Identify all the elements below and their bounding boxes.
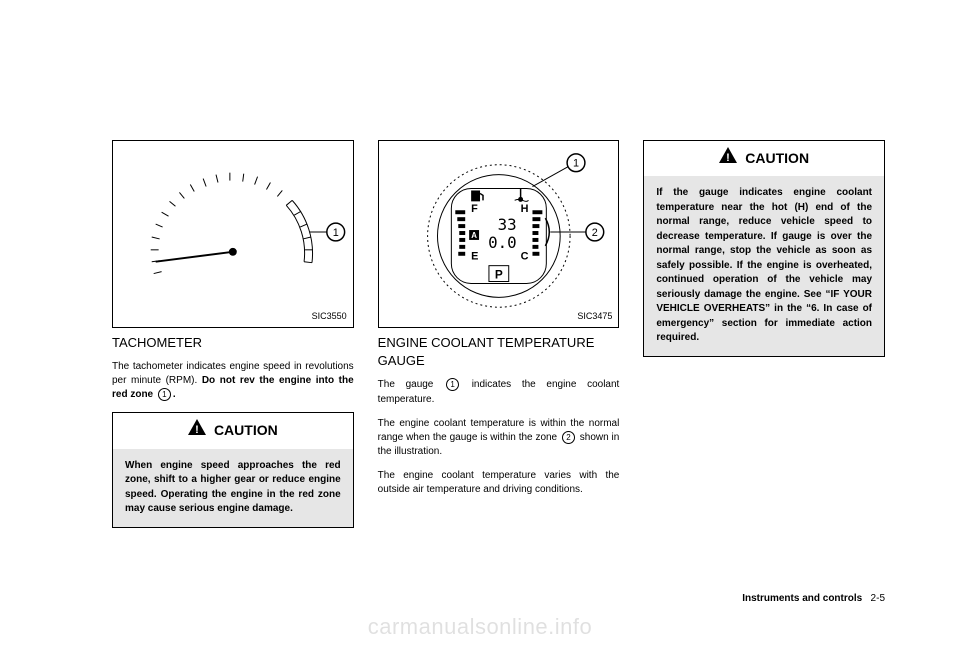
label-H: H xyxy=(520,203,528,215)
digits-top: 33 xyxy=(497,215,516,234)
label-F: F xyxy=(471,203,478,215)
column-2: F H E C A 33 0.0 P 1 xyxy=(378,140,620,528)
footer-section: Instruments and controls xyxy=(742,593,862,604)
figure-label: SIC3550 xyxy=(312,310,347,323)
caution-header: ! CAUTION xyxy=(113,413,353,448)
warning-icon: ! xyxy=(188,419,206,442)
caution-box: ! CAUTION When engine speed approaches t… xyxy=(112,412,354,527)
caution-title: CAUTION xyxy=(214,421,278,441)
label-E: E xyxy=(471,251,478,263)
ref-circle-2: 2 xyxy=(562,431,575,444)
column-1: 1 SIC3550 TACHOMETER The tachometer indi… xyxy=(112,140,354,528)
coolant-figure: F H E C A 33 0.0 P 1 xyxy=(378,140,620,328)
coolant-body-1: The gauge 1 indicates the engine coolant… xyxy=(378,378,620,406)
figure-label: SIC3475 xyxy=(577,310,612,323)
caution-header: ! CAUTION xyxy=(644,141,884,176)
digits-bot: 0.0 xyxy=(488,233,517,252)
svg-text:!: ! xyxy=(726,152,730,163)
warning-icon: ! xyxy=(719,147,737,170)
footer-page: 2-5 xyxy=(871,593,885,604)
caution-title: CAUTION xyxy=(745,149,809,169)
tachometer-body: The tachometer indicates engine speed in… xyxy=(112,360,354,402)
coolant-heading: ENGINE COOLANT TEMPERATURE GAUGE xyxy=(378,334,620,370)
tachometer-heading: TACHOMETER xyxy=(112,334,354,352)
ref-circle-1: 1 xyxy=(446,378,459,391)
caution-body-text: When engine speed approaches the red zon… xyxy=(113,449,353,527)
caution-body-text: If the gauge indicates engine coolant te… xyxy=(644,176,884,356)
tachometer-figure: 1 SIC3550 xyxy=(112,140,354,328)
tach-callout-1: 1 xyxy=(333,227,339,239)
label-C: C xyxy=(520,251,528,263)
coolant-callout-1: 1 xyxy=(573,158,579,170)
caution-box: ! CAUTION If the gauge indicates engine … xyxy=(643,140,885,357)
text: The gauge xyxy=(378,380,444,391)
svg-text:P: P xyxy=(495,268,503,282)
label-A: A xyxy=(471,231,477,240)
svg-text:!: ! xyxy=(195,424,199,435)
text: . xyxy=(173,389,176,400)
page-footer: Instruments and controls 2-5 xyxy=(742,593,885,604)
ref-circle-1: 1 xyxy=(158,388,171,401)
coolant-callout-2: 2 xyxy=(591,227,597,239)
watermark: carmanualsonline.info xyxy=(368,614,593,640)
coolant-body-3: The engine coolant temperature varies wi… xyxy=(378,469,620,497)
coolant-body-2: The engine coolant temperature is within… xyxy=(378,417,620,459)
column-3: ! CAUTION If the gauge indicates engine … xyxy=(643,140,885,528)
